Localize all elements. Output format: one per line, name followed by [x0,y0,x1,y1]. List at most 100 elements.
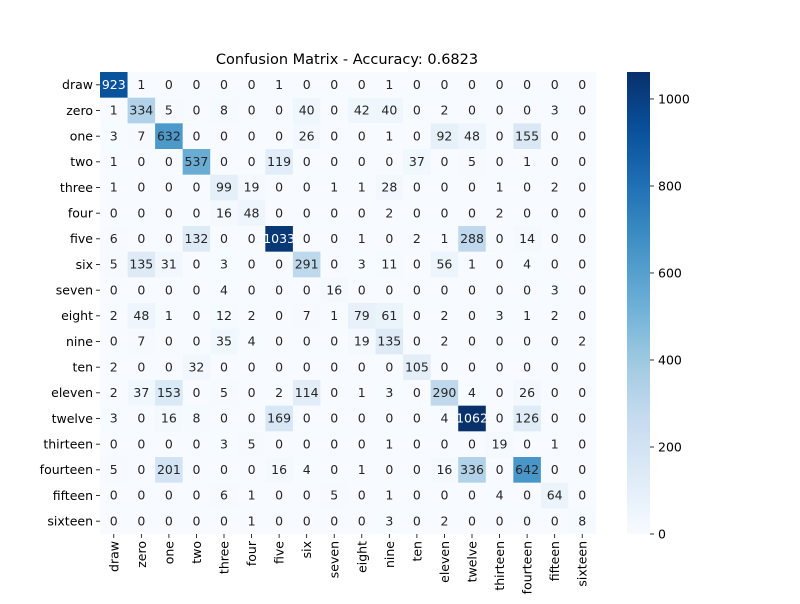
cell-value-label: 0 [358,513,366,528]
cell-value-label: 0 [275,205,283,220]
heatmap-cell [155,72,183,98]
heatmap-cell [182,226,211,252]
heatmap-cell [320,328,349,355]
heatmap-cell [100,431,128,458]
cell-value-label: 0 [358,128,366,143]
heatmap-cell [292,174,321,201]
cell-value-label: 0 [578,411,586,426]
row-tick-labels: draw zero one two three four five six seven eight… [40,77,100,528]
heatmap-cell [430,97,459,124]
cell-value-label: 0 [358,359,366,374]
heatmap-cell [375,482,404,509]
heatmap-cell [292,226,321,252]
cell-value-label: 48 [244,205,260,220]
cell-value-label: 0 [468,488,476,503]
heatmap-cell [513,328,542,355]
heatmap-cell [485,251,514,278]
heatmap-cell [292,277,321,304]
cell-value-label: 0 [523,436,531,451]
heatmap-cell [265,123,294,150]
heatmap-cell [127,277,156,304]
heatmap-cell [458,251,487,278]
cell-value-label: 4 [248,334,256,349]
cell-value-label: 0 [413,488,421,503]
heatmap-cell [182,149,211,175]
heatmap-cell [540,174,569,201]
cell-value-label: 2 [385,205,393,220]
cell-value-label: 1 [110,103,118,118]
heatmap-cell [375,251,404,278]
heatmap-cell [403,303,431,329]
heatmap-cell [182,277,211,304]
heatmap-cell [348,226,376,252]
cell-value-label: 0 [303,205,311,220]
cell-value-label: 0 [578,180,586,195]
cell-value-label: 0 [413,128,421,143]
cell-value-label: 0 [275,513,283,528]
cell-value-label: 19 [244,180,260,195]
column-tick-label: sixteen [575,541,590,587]
cell-value-label: 0 [551,462,559,477]
cell-value-label: 3 [385,513,393,528]
cell-value-label: 0 [330,205,338,220]
heatmap-cell [127,354,156,381]
cell-value-label: 1 [551,436,559,451]
cell-value-label: 0 [551,231,559,246]
cell-value-label: 0 [578,128,586,143]
heatmap-cell [320,303,349,329]
heatmap-cell [403,72,431,98]
cell-value-label: 0 [496,334,504,349]
heatmap-cell [320,123,349,150]
cell-value-label: 12 [216,308,232,323]
heatmap-cell [485,149,514,175]
cell-value-label: 2 [551,180,559,195]
cell-value-label: 0 [385,462,393,477]
cell-value-label: 0 [220,77,228,92]
cell-value-label: 169 [267,411,291,426]
heatmap-cell [485,174,514,201]
column-tick-label: nine [382,541,397,568]
heatmap-cell [265,200,294,227]
heatmap-cell [182,303,211,329]
cell-value-label: 2 [440,308,448,323]
cell-value-label: 3 [551,282,559,297]
cell-value-label: 0 [248,411,256,426]
heatmap-cell [210,380,239,406]
heatmap-cell [155,457,183,483]
heatmap-cell [375,303,404,329]
cell-value-label: 2 [551,308,559,323]
heatmap-cell [265,328,294,355]
heatmap-cell [403,123,431,150]
heatmap-cell [458,200,487,227]
heatmap-cell [155,508,183,535]
cell-value-label: 2 [110,308,118,323]
heatmap-cell [568,149,597,175]
cell-value-label: 0 [110,334,118,349]
cell-value-label: 0 [551,334,559,349]
cell-value-label: 42 [354,103,370,118]
cell-value-label: 0 [303,436,311,451]
cell-value-label: 3 [358,257,366,272]
heatmap-cell [127,482,156,509]
cell-value-label: 0 [165,231,173,246]
heatmap-cell [127,457,156,483]
heatmap-cell [540,149,569,175]
cell-value-label: 0 [275,180,283,195]
cell-value-label: 5 [110,257,118,272]
cell-value-label: 37 [133,385,149,400]
cell-value-label: 0 [137,154,145,169]
heatmap-cell [348,328,376,355]
cell-value-label: 0 [578,359,586,374]
cell-value-label: 0 [137,411,145,426]
column-tick-label: four [244,540,259,566]
colorbar-tick-label: 1000 [658,91,690,106]
cell-value-label: 56 [436,257,452,272]
heatmap-cell [430,405,459,432]
heatmap-cell [348,149,376,175]
heatmap-cell [210,277,239,304]
cell-value-label: 0 [192,385,200,400]
heatmap-cell [182,508,211,535]
column-tick-labels: draw zero one two three four five six seven eight… [106,534,590,594]
heatmap-cell [292,508,321,535]
